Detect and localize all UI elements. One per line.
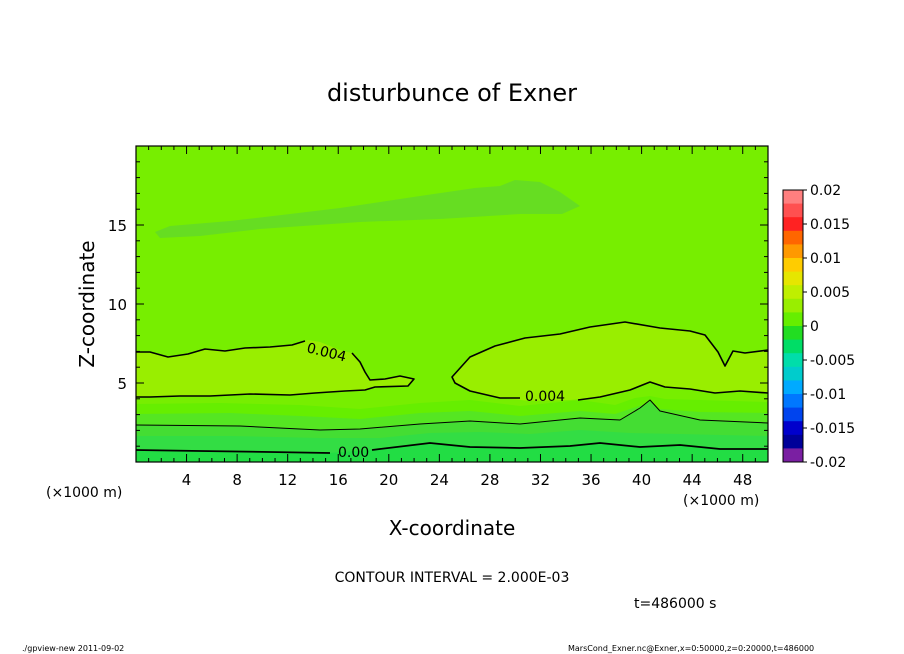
x-unit-left: (×1000 m) — [46, 485, 122, 501]
footer-right: MarsCond_Exner.nc@Exner,x=0:50000,z=0:20… — [568, 644, 814, 653]
colorbar-label: 0.015 — [810, 217, 850, 233]
x-tick-label: 32 — [531, 471, 550, 489]
plot-area: 0.004 0.004 0.00 4 8 12 16 20 24 28 32 36 40 44 48 … — [108, 145, 769, 489]
x-tick-label: 16 — [329, 471, 348, 489]
colorbar-labels: 0.02 0.015 0.01 0.005 0 -0.005 -0.01 -0.015 -0.0… — [803, 183, 855, 471]
x-tick-label: 4 — [182, 471, 192, 489]
colorbar-label: 0.005 — [810, 285, 850, 301]
y-tick-marks — [136, 161, 768, 447]
colorbar-swatch — [783, 312, 803, 327]
x-tick-label: 20 — [379, 471, 398, 489]
colorbar-swatch — [783, 394, 803, 409]
contour-line — [136, 449, 331, 454]
x-tick-label: 36 — [581, 471, 600, 489]
x-tick-label: 8 — [232, 471, 242, 489]
colorbar-swatch — [783, 434, 803, 449]
colorbar-label: -0.01 — [810, 387, 846, 403]
x-tick-label: 12 — [278, 471, 297, 489]
x-tick-label: 24 — [430, 471, 449, 489]
colorbar-swatch — [783, 298, 803, 313]
colorbar-swatch — [783, 380, 803, 395]
contour-line — [136, 352, 415, 398]
colorbar-label: -0.005 — [810, 353, 855, 369]
colorbar-label: -0.02 — [810, 455, 846, 471]
colorbar-swatch — [783, 407, 803, 422]
field-band-5 — [136, 443, 768, 462]
colorbar-swatch — [783, 285, 803, 300]
y-tick-labels: 5 10 15 — [108, 217, 127, 393]
contour-label: 0.004 — [525, 389, 565, 405]
y-tick-label: 15 — [108, 217, 127, 235]
field-lobe-right — [452, 322, 768, 401]
field-lobe-left — [136, 340, 414, 397]
contour-interval: CONTOUR INTERVAL = 2.000E-03 — [335, 570, 570, 586]
colorbar-swatch — [783, 326, 803, 341]
x-unit-right: (×1000 m) — [683, 493, 759, 509]
contour-line — [577, 381, 768, 401]
time-stamp: t=486000 s — [634, 596, 716, 612]
x-tick-labels: 4 8 12 16 20 24 28 32 36 40 44 48 — [182, 471, 752, 489]
contour-line — [136, 399, 768, 431]
colorbar-swatch — [783, 230, 803, 245]
colorbar-label: 0 — [810, 319, 819, 335]
contour-line — [371, 442, 768, 451]
colorbar-swatch — [783, 217, 803, 232]
colorbar-swatch — [783, 190, 803, 205]
y-axis-label: Z-coordinate — [75, 240, 99, 367]
contour-line — [136, 340, 306, 358]
x-tick-marks — [148, 146, 756, 462]
colorbar-swatch — [783, 258, 803, 273]
colorbar-swatch — [783, 244, 803, 259]
y-tick-label: 5 — [117, 375, 127, 393]
colorbar-label: 0.01 — [810, 251, 841, 267]
colorbar-swatch — [783, 421, 803, 436]
colorbar-swatch — [783, 271, 803, 286]
x-tick-label: 28 — [480, 471, 499, 489]
x-tick-label: 48 — [733, 471, 752, 489]
contour-line — [451, 321, 768, 399]
x-axis-label: X-coordinate — [389, 516, 516, 540]
x-tick-label: 40 — [632, 471, 651, 489]
colorbar-swatch — [783, 366, 803, 381]
colorbar — [782, 189, 804, 463]
contour-label: 0.00 — [338, 445, 369, 461]
colorbar-swatch — [783, 448, 803, 463]
colorbar-label: 0.02 — [810, 183, 841, 199]
chart-title: disturbunce of Exner — [327, 79, 577, 107]
y-tick-label: 10 — [108, 296, 127, 314]
colorbar-swatch — [783, 203, 803, 218]
colorbar-label: -0.015 — [810, 421, 855, 437]
colorbar-swatch — [783, 353, 803, 368]
field-upper-band — [155, 180, 580, 238]
footer-left: ./gpview-new 2011-09-02 — [22, 644, 124, 653]
x-tick-label: 44 — [683, 471, 702, 489]
colorbar-swatch — [783, 339, 803, 354]
